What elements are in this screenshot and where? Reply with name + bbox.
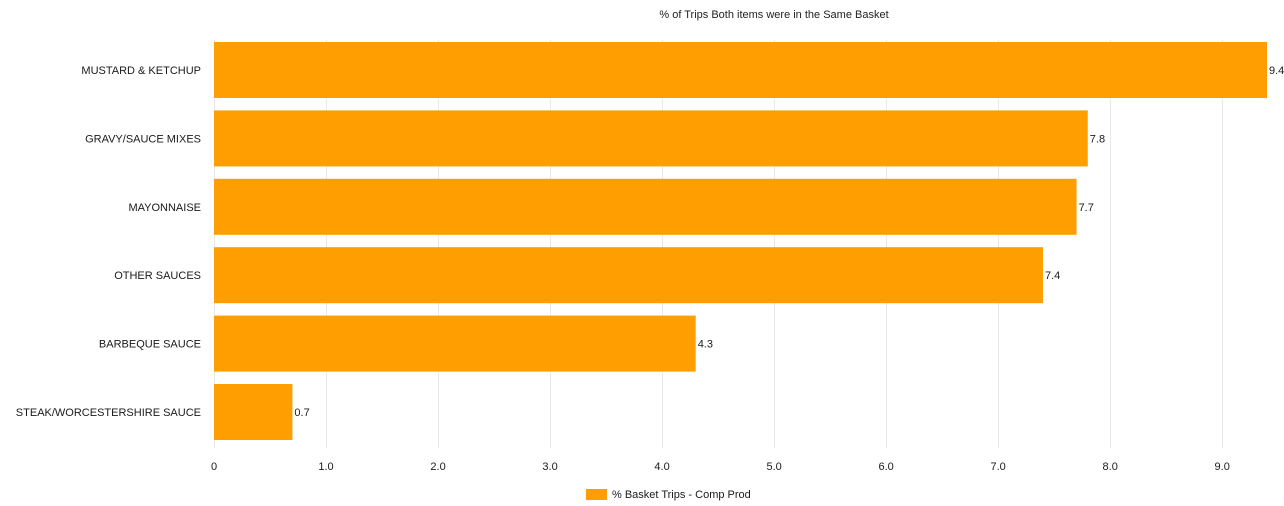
x-tick-label-6: 6.0 (878, 461, 893, 473)
data-label-1: 7.8 (1090, 133, 1105, 145)
x-tick-label-3: 3.0 (542, 461, 557, 473)
x-tick-label-4: 4.0 (654, 461, 669, 473)
data-label-3: 7.4 (1045, 270, 1060, 282)
bar-3 (214, 247, 1043, 304)
category-labels: MUSTARD & KETCHUP GRAVY/SAUCE MIXES MAYONN… (16, 65, 201, 419)
category-label-1: GRAVY/SAUCE MIXES (85, 133, 201, 145)
category-label-5: STEAK/WORCESTERSHIRE SAUCE (16, 407, 201, 419)
legend-swatch (586, 489, 607, 500)
legend[interactable]: % Basket Trips - Comp Prod (586, 489, 751, 501)
bar-0 (214, 42, 1267, 98)
category-label-0: MUSTARD & KETCHUP (81, 65, 201, 77)
x-axis-ticks: 0 1.0 2.0 3.0 4.0 5.0 6.0 7.0 8.0 9.0 (211, 461, 1230, 473)
x-tick-label-7: 7.0 (991, 461, 1006, 473)
data-labels: 9.4 7.8 7.7 7.4 4.3 0.7 (294, 65, 1284, 419)
chart-title: % of Trips Both items were in the Same B… (659, 9, 888, 21)
category-label-4: BARBEQUE SAUCE (99, 339, 201, 351)
category-label-2: MAYONNAISE (128, 202, 201, 214)
bar-5 (214, 384, 293, 440)
x-tick-label-9: 9.0 (1215, 461, 1230, 473)
bar-4 (214, 315, 696, 372)
gridlines (214, 40, 1223, 448)
x-tick-label-8: 8.0 (1103, 461, 1118, 473)
x-tick-label-1: 1.0 (318, 461, 333, 473)
data-label-0: 9.4 (1269, 65, 1284, 77)
x-tick-label-0: 0 (211, 461, 217, 473)
data-label-4: 4.3 (698, 339, 713, 351)
data-label-5: 0.7 (294, 407, 309, 419)
category-label-3: OTHER SAUCES (114, 270, 201, 282)
bar-2 (214, 178, 1077, 235)
bar-1 (214, 110, 1088, 167)
bars (214, 42, 1267, 440)
x-tick-label-5: 5.0 (766, 461, 781, 473)
legend-label: % Basket Trips - Comp Prod (612, 489, 751, 501)
x-tick-label-2: 2.0 (430, 461, 445, 473)
data-label-2: 7.7 (1079, 202, 1094, 214)
